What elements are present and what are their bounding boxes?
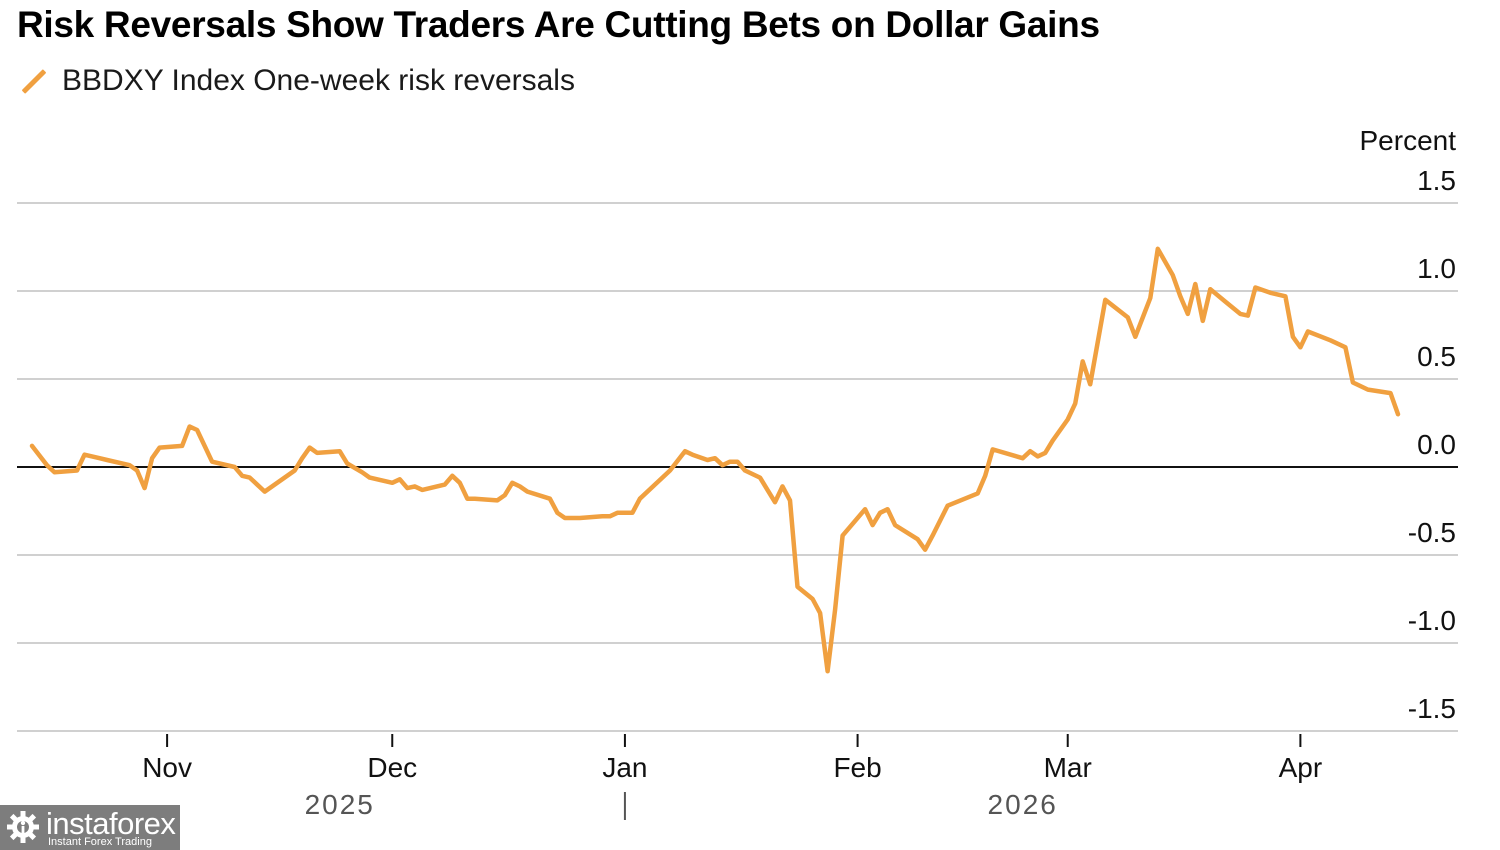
x-year-label: 2026	[988, 789, 1058, 820]
x-tick-label: Feb	[833, 752, 881, 783]
y-axis-ticks: 1.5 1.0 0.5 0.0 -0.5 -1.0 -1.5	[1408, 165, 1456, 724]
legend: BBDXY Index One-week risk reversals	[17, 64, 575, 98]
x-tick-label: Apr	[1279, 752, 1323, 783]
watermark-tagline: Instant Forex Trading	[48, 836, 152, 848]
watermark-brand: instaforex	[46, 806, 176, 841]
series-line	[29, 246, 1401, 674]
legend-label: BBDXY Index One-week risk reversals	[62, 64, 575, 97]
x-tick-label: Nov	[142, 752, 192, 783]
y-tick-label: -0.5	[1408, 517, 1456, 548]
gridlines	[17, 202, 1458, 732]
instaforex-watermark: instaforex Instant Forex Trading	[0, 805, 180, 850]
y-tick-label: 1.0	[1417, 253, 1456, 284]
y-tick-label: -1.5	[1408, 693, 1456, 724]
chart-title: Risk Reversals Show Traders Are Cutting …	[17, 4, 1100, 45]
y-tick-label: 0.5	[1417, 341, 1456, 372]
y-tick-label: 0.0	[1417, 429, 1456, 460]
x-tick-label: Mar	[1044, 752, 1092, 783]
y-axis-unit-label: Percent	[1360, 125, 1457, 156]
x-axis: Nov Dec Jan Feb Mar Apr 2025 2026	[142, 734, 1322, 820]
series-layer	[29, 246, 1401, 674]
x-year-label: 2025	[305, 789, 375, 820]
gear-logo-icon	[7, 811, 39, 843]
y-tick-label: 1.5	[1417, 165, 1456, 196]
x-tick-label: Dec	[367, 752, 417, 783]
y-tick-label: -1.0	[1408, 605, 1456, 636]
x-tick-label: Jan	[602, 752, 647, 783]
